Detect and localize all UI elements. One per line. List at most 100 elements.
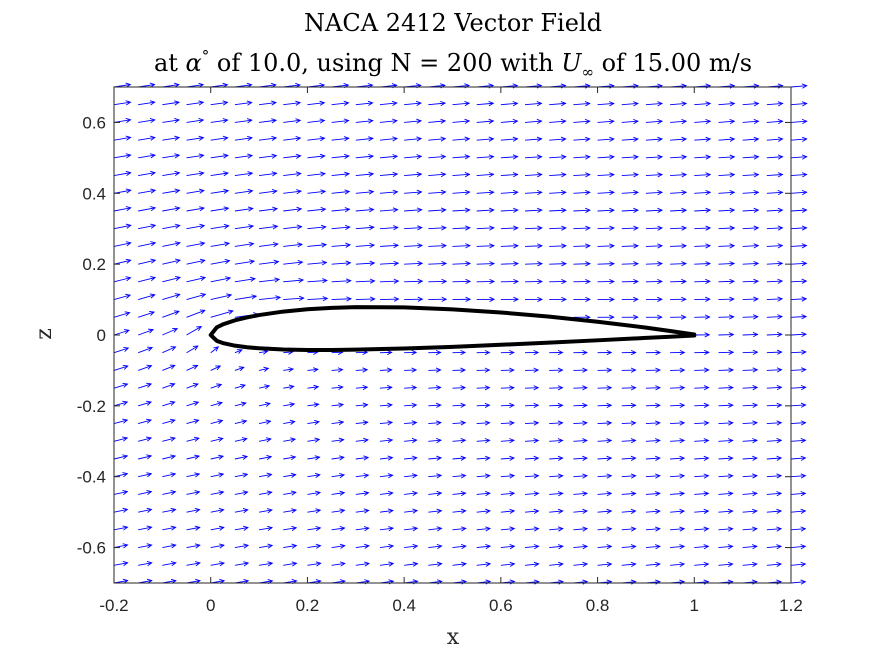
vector-arrow [355, 526, 370, 532]
vector-arrow [186, 326, 203, 336]
vector-arrow [210, 100, 229, 106]
vector-arrow [428, 455, 443, 461]
vector-arrow [162, 454, 177, 460]
vector-arrow [766, 402, 783, 408]
vector-arrow [597, 207, 615, 213]
vector-arrow [259, 171, 278, 177]
vector-arrow [210, 419, 224, 425]
vector-arrow [331, 260, 352, 266]
vector-arrow [525, 243, 543, 249]
vector-arrow [379, 225, 399, 231]
vector-arrow [186, 241, 206, 247]
vector-arrow [573, 402, 588, 409]
vector-arrow [379, 278, 400, 284]
vector-arrow [790, 508, 807, 514]
vector-arrow [476, 243, 495, 249]
vector-arrow [621, 438, 637, 444]
vector-arrow [670, 420, 686, 426]
vector-arrow [428, 402, 442, 408]
vector-arrow [138, 472, 153, 478]
vector-arrow [790, 189, 808, 196]
vector-arrow [234, 206, 254, 212]
vector-arrow [549, 385, 564, 391]
vector-arrow [766, 154, 784, 160]
vector-arrow [694, 136, 712, 142]
y-tick-label: 0.6 [82, 113, 106, 132]
vector-arrow [597, 420, 613, 426]
vector-arrow [234, 543, 250, 549]
vector-arrow [234, 525, 249, 531]
vector-arrow [621, 385, 637, 391]
vector-arrow [597, 190, 615, 196]
vector-arrow [138, 454, 153, 460]
vector-arrow [259, 295, 282, 301]
vector-arrow [766, 225, 784, 231]
vector-arrow [476, 455, 491, 461]
vector-arrow [742, 172, 760, 178]
vector-arrow [645, 118, 664, 125]
vector-arrow [694, 438, 710, 444]
vector-arrow [500, 172, 519, 178]
y-tick-label: 0 [97, 326, 106, 345]
vector-arrow [549, 189, 567, 196]
vector-arrow [766, 367, 783, 373]
vector-arrow [718, 261, 736, 267]
vector-arrow [621, 101, 639, 107]
vector-arrow [138, 382, 153, 389]
vector-arrow [790, 260, 808, 267]
vector-arrow [621, 154, 639, 160]
vector-arrow [234, 561, 250, 567]
vector-arrow [573, 455, 588, 461]
vector-arrow [186, 543, 201, 549]
vector-arrow [621, 402, 637, 409]
vector-arrow [476, 349, 491, 356]
vector-arrow [573, 491, 589, 497]
vector-arrow [379, 543, 395, 549]
vector-arrow [597, 367, 613, 373]
vector-arrow [113, 525, 129, 531]
vector-arrow [790, 136, 808, 142]
vector-arrow [186, 292, 207, 301]
vector-arrow [355, 296, 376, 302]
vector-arrow [307, 118, 326, 124]
vector-arrow [162, 561, 177, 567]
vector-arrow [331, 508, 346, 514]
vector-arrow [307, 136, 326, 142]
vector-arrow [645, 455, 661, 461]
vector-arrow [452, 118, 471, 124]
vector-arrow [718, 332, 735, 338]
vector-arrow [355, 508, 370, 514]
vector-arrow [718, 172, 736, 178]
vector-arrow [428, 420, 442, 426]
vector-arrow [524, 561, 540, 567]
airfoil-layer [208, 305, 697, 352]
vector-arrow [452, 490, 467, 497]
vector-arrow [524, 118, 543, 125]
vector-arrow [379, 455, 394, 461]
vector-arrow [428, 100, 447, 107]
vector-arrow [742, 296, 759, 302]
vector-arrow [404, 100, 422, 107]
vector-arrow [500, 385, 515, 391]
vector-arrow [355, 136, 374, 142]
vector-arrow [621, 455, 637, 461]
vector-arrow [379, 118, 398, 124]
vector-arrow [645, 508, 661, 514]
vector-arrow [452, 207, 471, 213]
vector-arrow [549, 225, 567, 231]
vector-arrow [186, 275, 207, 283]
vector-arrow [621, 261, 639, 267]
vector-arrow [597, 438, 613, 444]
vector-arrow [476, 473, 491, 479]
vector-arrow [694, 101, 712, 107]
vector-arrow [404, 367, 418, 373]
vector-arrow [186, 383, 199, 389]
vector-arrow [549, 296, 567, 302]
vector-arrow [500, 349, 515, 356]
vector-arrow [355, 473, 370, 479]
vector-arrow [379, 490, 394, 496]
vector-arrow [428, 543, 443, 550]
vector-arrow [138, 293, 156, 301]
vector-arrow [790, 455, 807, 461]
vector-arrow [790, 314, 808, 320]
